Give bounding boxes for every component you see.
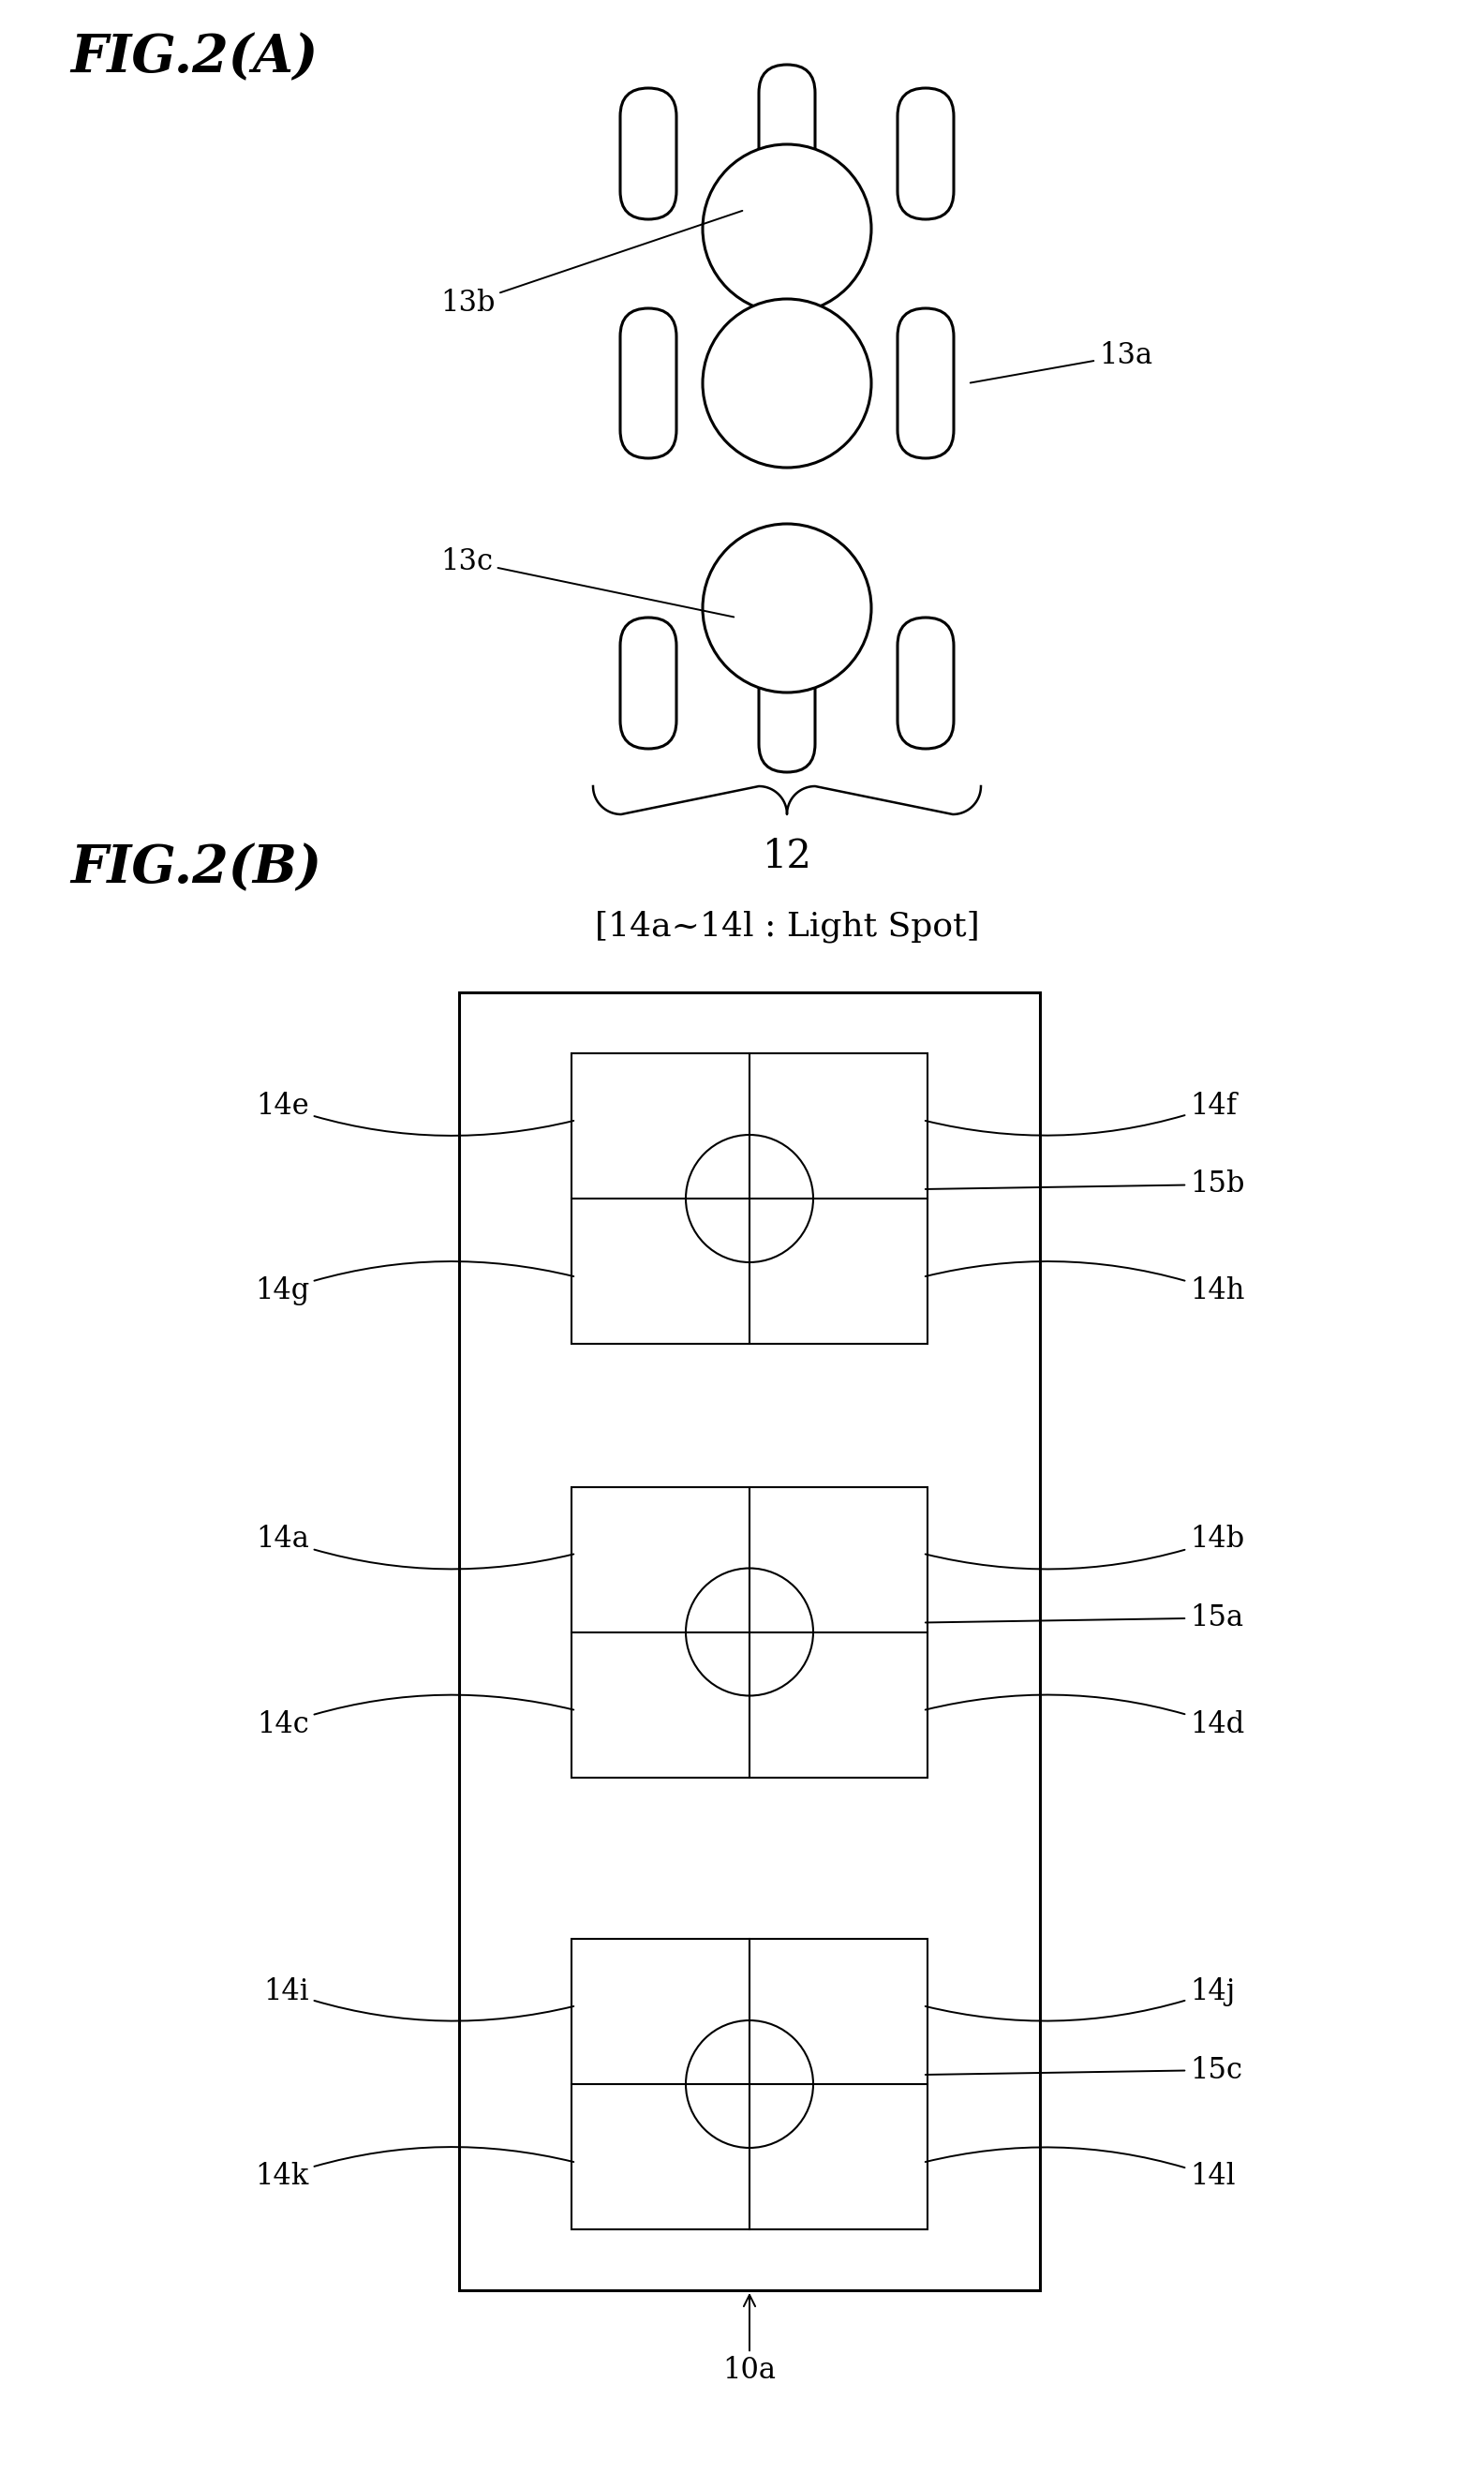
Circle shape — [702, 299, 871, 467]
Bar — [571, 1053, 928, 1343]
Circle shape — [702, 524, 871, 692]
Text: 10a: 10a — [723, 2295, 776, 2384]
FancyBboxPatch shape — [758, 613, 815, 772]
Text: FIG.2(A): FIG.2(A) — [70, 32, 318, 84]
Text: 13c: 13c — [441, 547, 733, 618]
Text: 14i: 14i — [264, 1976, 574, 2020]
Text: [14a~14l : Light Spot]: [14a~14l : Light Spot] — [595, 910, 979, 942]
FancyBboxPatch shape — [758, 64, 815, 225]
Circle shape — [702, 143, 871, 314]
FancyBboxPatch shape — [898, 89, 954, 220]
Bar — [571, 1939, 928, 2228]
Text: FIG.2(B): FIG.2(B) — [70, 843, 322, 895]
Text: 14k: 14k — [255, 2147, 574, 2191]
FancyBboxPatch shape — [620, 618, 677, 749]
Text: 15b: 15b — [926, 1170, 1245, 1199]
Text: 13b: 13b — [441, 210, 742, 319]
FancyBboxPatch shape — [898, 309, 954, 458]
Bar — [571, 1486, 928, 1778]
Text: 14e: 14e — [257, 1091, 574, 1135]
Circle shape — [686, 2020, 813, 2149]
Text: 14h: 14h — [926, 1261, 1245, 1306]
FancyBboxPatch shape — [620, 309, 677, 458]
Text: 14l: 14l — [926, 2147, 1235, 2191]
Circle shape — [686, 1135, 813, 1261]
Text: 14b: 14b — [926, 1526, 1245, 1570]
Text: 14a: 14a — [255, 1526, 574, 1568]
FancyBboxPatch shape — [898, 618, 954, 749]
Text: 12: 12 — [763, 836, 812, 875]
Text: 14j: 14j — [926, 1976, 1235, 2020]
Text: 14c: 14c — [257, 1694, 574, 1739]
FancyBboxPatch shape — [620, 89, 677, 220]
Text: 14f: 14f — [926, 1091, 1236, 1135]
Text: 14g: 14g — [255, 1261, 574, 1306]
Circle shape — [686, 1568, 813, 1696]
Text: 15a: 15a — [926, 1603, 1244, 1632]
Text: 13a: 13a — [971, 341, 1153, 383]
Text: 15c: 15c — [926, 2055, 1242, 2085]
Bar — [459, 992, 1040, 2290]
Text: 14d: 14d — [926, 1694, 1245, 1739]
